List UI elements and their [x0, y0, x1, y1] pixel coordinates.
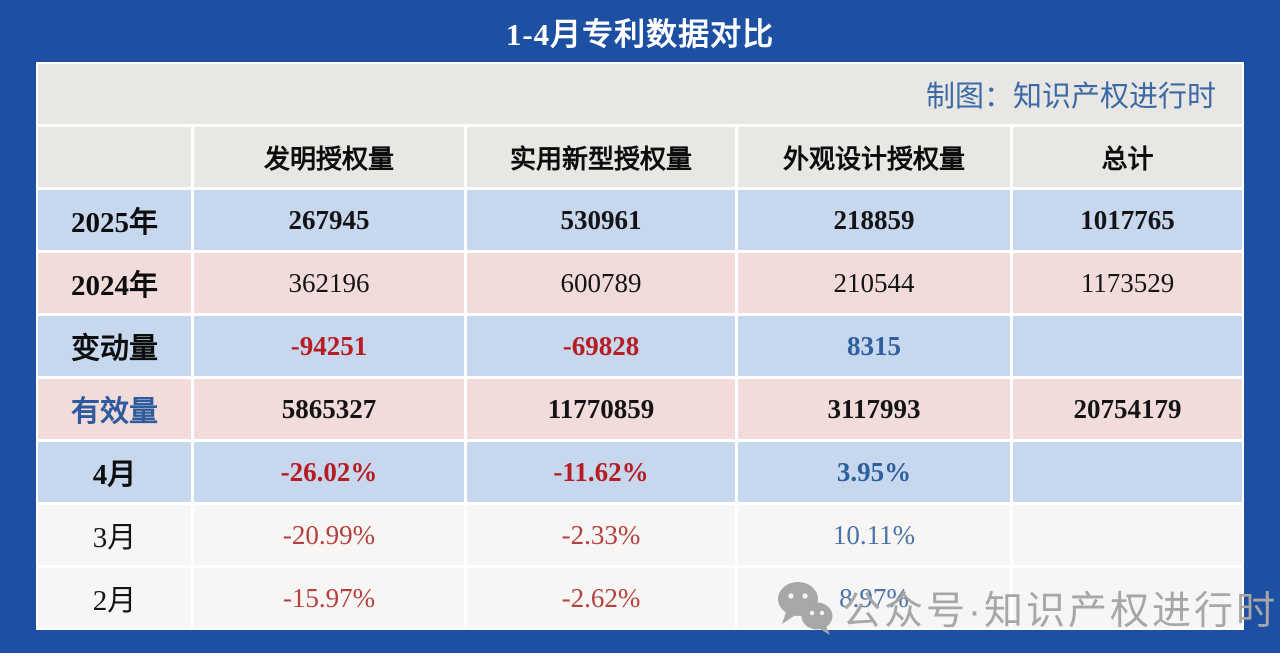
cell-valid-total: 20754179 [1013, 379, 1242, 439]
cell-2025-total: 1017765 [1013, 190, 1242, 250]
row-label-2025: 2025年 [38, 190, 191, 250]
table-header-row: 发明授权量 实用新型授权量 外观设计授权量 总计 [38, 127, 1242, 187]
column-header-utility: 实用新型授权量 [467, 127, 735, 187]
column-header-empty [38, 127, 191, 187]
cell-2025-design: 218859 [738, 190, 1010, 250]
table-row-2025: 2025年 267945 530961 218859 1017765 [38, 190, 1242, 250]
table-row-march: 3月 -20.99% -2.33% 10.11% [38, 505, 1242, 565]
cell-march-total [1013, 505, 1242, 565]
cell-2024-total: 1173529 [1013, 253, 1242, 313]
cell-march-utility: -2.33% [467, 505, 735, 565]
cell-february-utility: -2.62% [467, 568, 735, 628]
cell-2025-invention: 267945 [194, 190, 464, 250]
cell-april-invention: -26.02% [194, 442, 464, 502]
table-row-2024: 2024年 362196 600789 210544 1173529 [38, 253, 1242, 313]
cell-february-design: 8.97% [738, 568, 1010, 628]
cell-march-design: 10.11% [738, 505, 1010, 565]
bottom-divider [0, 653, 1280, 660]
column-header-invention: 发明授权量 [194, 127, 464, 187]
table-row-april: 4月 -26.02% -11.62% 3.95% [38, 442, 1242, 502]
cell-change-invention: -94251 [194, 316, 464, 376]
cell-change-utility: -69828 [467, 316, 735, 376]
cell-2025-utility: 530961 [467, 190, 735, 250]
cell-2024-design: 210544 [738, 253, 1010, 313]
row-label-change: 变动量 [38, 316, 191, 376]
cell-2024-invention: 362196 [194, 253, 464, 313]
row-label-march: 3月 [38, 505, 191, 565]
cell-valid-design: 3117993 [738, 379, 1010, 439]
cell-february-invention: -15.97% [194, 568, 464, 628]
cell-change-total [1013, 316, 1242, 376]
patent-data-table: 制图：知识产权进行时 发明授权量 实用新型授权量 外观设计授权量 总计 2025… [36, 62, 1244, 630]
row-label-april: 4月 [38, 442, 191, 502]
column-header-design: 外观设计授权量 [738, 127, 1010, 187]
table-row-change: 变动量 -94251 -69828 8315 [38, 316, 1242, 376]
page-title: 1-4月专利数据对比 [505, 17, 775, 52]
credit-line: 制图：知识产权进行时 [38, 64, 1242, 124]
cell-valid-utility: 11770859 [467, 379, 735, 439]
cell-february-total [1013, 568, 1242, 628]
table-row-february: 2月 -15.97% -2.62% 8.97% [38, 568, 1242, 628]
cell-april-utility: -11.62% [467, 442, 735, 502]
row-label-2024: 2024年 [38, 253, 191, 313]
cell-valid-invention: 5865327 [194, 379, 464, 439]
cell-march-invention: -20.99% [194, 505, 464, 565]
row-label-february: 2月 [38, 568, 191, 628]
row-label-valid: 有效量 [38, 379, 191, 439]
table-row-valid: 有效量 5865327 11770859 3117993 20754179 [38, 379, 1242, 439]
cell-change-design: 8315 [738, 316, 1010, 376]
cell-april-total [1013, 442, 1242, 502]
cell-april-design: 3.95% [738, 442, 1010, 502]
column-header-total: 总计 [1013, 127, 1242, 187]
cell-2024-utility: 600789 [467, 253, 735, 313]
